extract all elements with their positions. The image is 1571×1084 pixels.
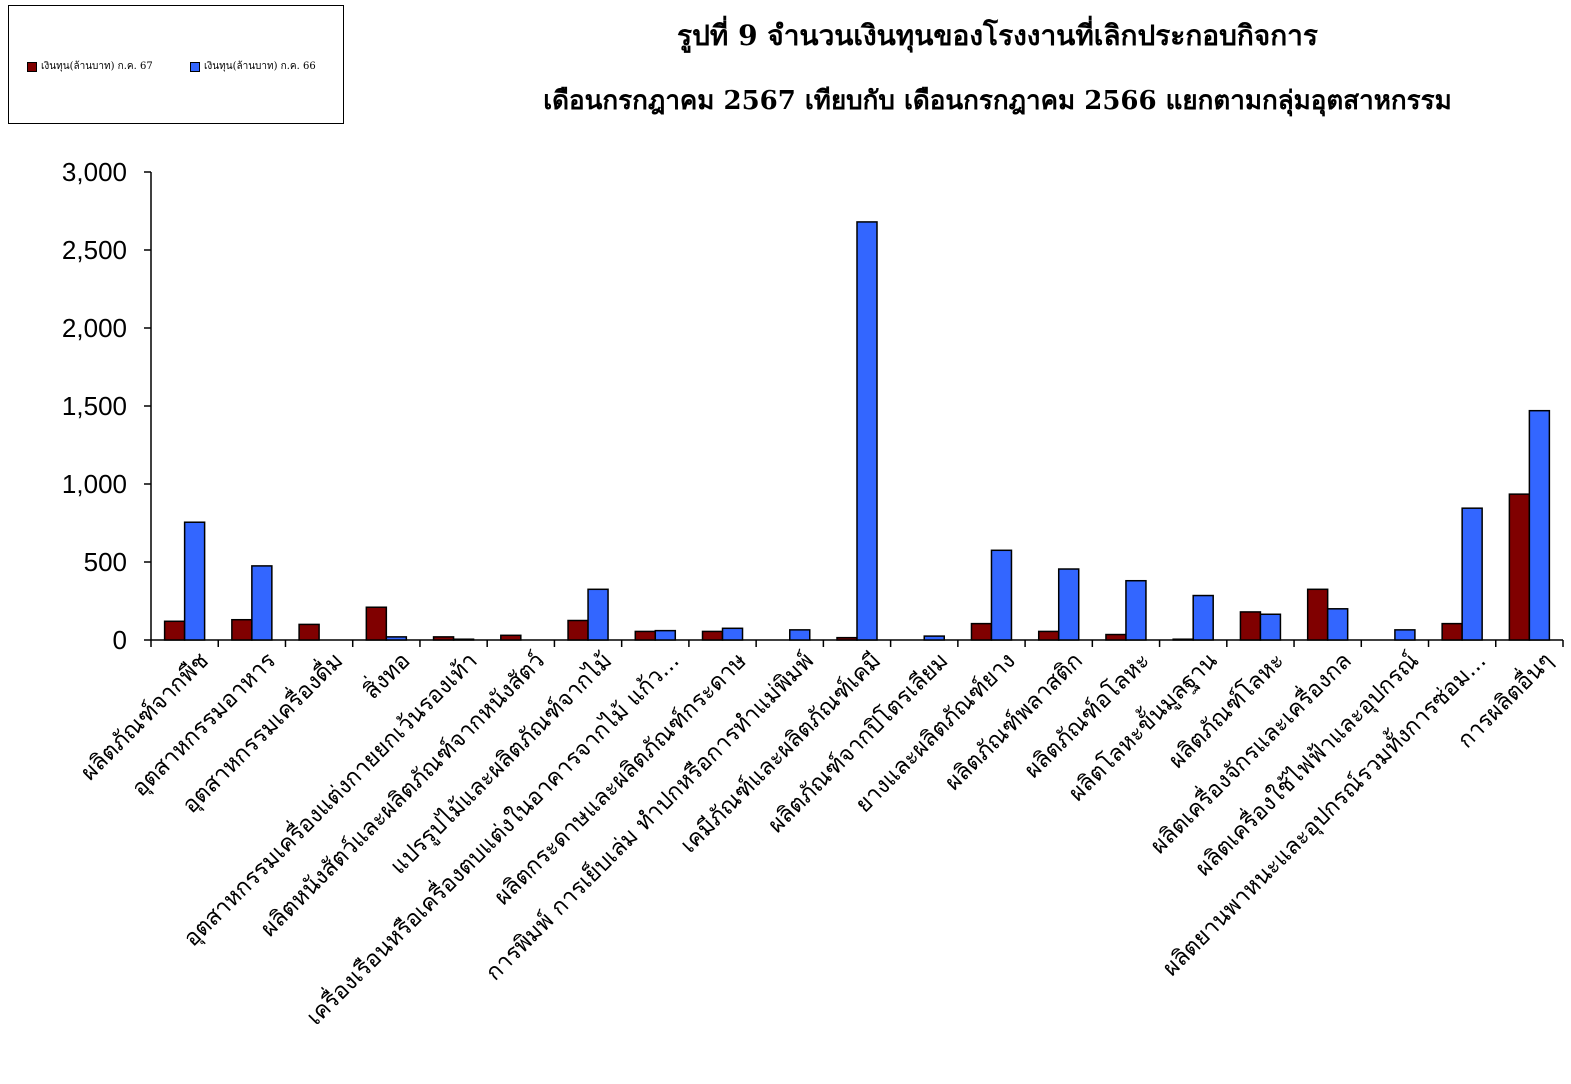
bar-2567: [1037, 630, 1060, 641]
y-tick-label: 0: [113, 625, 127, 655]
bar-2566: [251, 565, 273, 641]
bar-2566: [1326, 608, 1349, 641]
bar-2566: [990, 549, 1013, 641]
bar-2567: [432, 636, 455, 641]
bar-2567: [701, 630, 724, 641]
chart-title-line1: รูปที่ 9 จำนวนเงินทุนของโรงงานที่เลิกประ…: [677, 19, 1318, 52]
bar-2567: [1105, 633, 1127, 641]
bar-2567: [1441, 622, 1463, 641]
y-tick-label: 2,000: [62, 313, 127, 343]
legend: เงินทุน(ล้านบาท) ก.ค. 67 เงินทุน(ล้านบาท…: [8, 5, 344, 124]
bar-2566: [923, 635, 945, 641]
y-tick-label: 1,000: [62, 469, 127, 499]
bar-2567: [970, 622, 993, 641]
x-category-label: สิ่งทอ: [356, 645, 416, 705]
bar-2566: [1192, 594, 1214, 641]
bar-2566: [856, 221, 878, 641]
bar-2567: [1172, 638, 1194, 641]
bar-2567: [231, 618, 253, 641]
bar-2566: [789, 629, 811, 641]
bar-2566: [1125, 579, 1147, 641]
legend-item-66: เงินทุน(ล้านบาท) ก.ค. 66: [190, 59, 316, 74]
bar-2567: [836, 636, 858, 641]
bar-2567: [1508, 493, 1531, 641]
y-tick-label: 500: [84, 547, 127, 577]
bar-2566: [1528, 409, 1551, 641]
bar-2566: [385, 636, 408, 641]
bar-2566: [183, 521, 206, 641]
bar-2567: [163, 620, 186, 641]
bar-2566: [587, 588, 609, 641]
legend-swatch-67: [27, 61, 37, 72]
bar-2566: [1259, 613, 1282, 641]
y-tick-label: 3,000: [62, 157, 127, 187]
bar-2566: [721, 627, 744, 641]
bar-2567: [567, 619, 589, 641]
bar-2567: [500, 634, 522, 641]
legend-label-66: เงินทุน(ล้านบาท) ก.ค. 66: [204, 61, 316, 72]
chart-title-line2: เดือนกรกฎาคม 2567 เทียบกับ เดือนกรกฎาคม …: [543, 86, 1452, 116]
bar-2567: [634, 630, 657, 641]
x-category-label: ผลิตภัณฑ์อโลหะ: [1019, 647, 1155, 783]
bar-2567: [1239, 611, 1262, 641]
legend-label-67: เงินทุน(ล้านบาท) ก.ค. 67: [41, 61, 153, 72]
y-tick-label: 2,500: [62, 235, 127, 265]
y-tick-label: 1,500: [62, 391, 127, 421]
bar-2566: [1394, 629, 1416, 641]
legend-swatch-66: [190, 61, 200, 72]
x-category-label: ผลิตภัณฑ์โลหะ: [1163, 647, 1290, 774]
bar-2566: [1057, 568, 1080, 641]
bar-2566: [654, 629, 677, 641]
bar-2567: [365, 606, 388, 641]
legend-item-67: เงินทุน(ล้านบาท) ก.ค. 67: [27, 59, 153, 74]
bar-2566: [452, 638, 475, 641]
bar-2567: [1306, 588, 1329, 641]
bar-2566: [1461, 507, 1483, 641]
bar-2567: [298, 623, 320, 641]
